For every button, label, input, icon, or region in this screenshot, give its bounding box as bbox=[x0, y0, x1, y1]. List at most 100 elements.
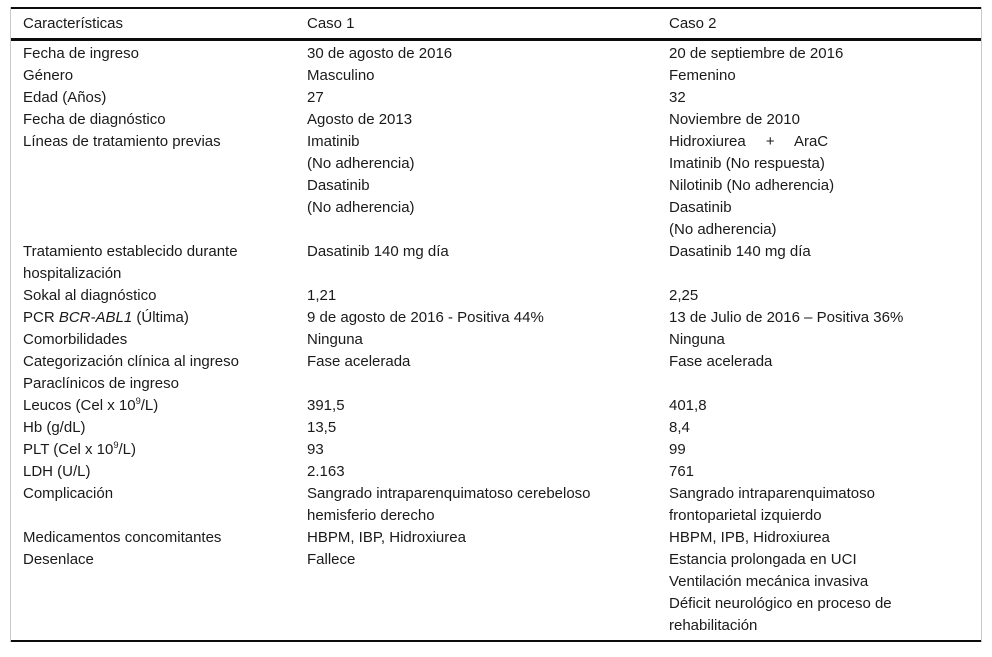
cell-text-line: 32 bbox=[669, 89, 686, 106]
cell-text-line: Dasatinib bbox=[669, 199, 732, 216]
table-bottom-rule bbox=[11, 640, 981, 642]
characteristic-label: Sokal al diagnóstico bbox=[11, 285, 307, 307]
cell-text-line: 761 bbox=[669, 463, 695, 480]
cell-text-line: Imatinib (No respuesta) bbox=[669, 155, 825, 172]
caso1-value: 1,21 bbox=[307, 285, 669, 307]
table-row-sokal-al-diagnostico: Sokal al diagnóstico 1,21 2,25 bbox=[11, 285, 981, 307]
cell-text-line: Complicación bbox=[23, 485, 114, 502]
characteristic-label: Leucos (Cel x 109/L) bbox=[11, 395, 307, 417]
cell-text-line: Sangrado intraparenquimatoso bbox=[669, 485, 875, 502]
cell-text-line: Noviembre de 2010 bbox=[669, 111, 800, 128]
table-row-desenlace: Desenlace Fallece Estancia prolongada en U… bbox=[11, 549, 981, 637]
table-row-paraclinicos-de-ingreso: Paraclínicos de ingreso bbox=[11, 373, 981, 395]
cell-text-line: Dasatinib bbox=[307, 177, 370, 194]
table-row-categorizacion-clinica: Categorización clínica al ingreso Fase ac… bbox=[11, 351, 981, 373]
column-header-caracteristicas: Características bbox=[23, 14, 124, 32]
cell-text-line: PLT (Cel x 109/L) bbox=[23, 440, 137, 458]
characteristic-label: Fecha de ingreso bbox=[11, 43, 307, 65]
cell-text-line: 401,8 bbox=[669, 397, 707, 414]
caso1-value: 9 de agosto de 2016 - Positiva 44% bbox=[307, 307, 669, 329]
cell-text-line: 391,5 bbox=[307, 397, 345, 414]
characteristic-label: Líneas de tratamiento previas bbox=[11, 131, 307, 153]
cell-text-line: Ninguna bbox=[669, 331, 725, 348]
cell-text-line: Imatinib bbox=[307, 133, 360, 150]
cell-text-line: Dasatinib 140 mg día bbox=[307, 243, 449, 260]
cell-text-line: Fecha de ingreso bbox=[23, 45, 139, 62]
cell-text-line: Paraclínicos de ingreso bbox=[23, 375, 179, 392]
table-row-pcr-bcr-abl1: PCR BCR-ABL1 (Última) 9 de agosto de 2016… bbox=[11, 307, 981, 329]
cell-text-line: 93 bbox=[307, 441, 324, 458]
cell-text-line: Hb (g/dL) bbox=[23, 419, 86, 436]
cell-text-line: 20 de septiembre de 2016 bbox=[669, 45, 844, 62]
table-row-plt: PLT (Cel x 109/L) 93 99 bbox=[11, 439, 981, 461]
cell-text-line: 8,4 bbox=[669, 419, 690, 436]
cell-text-line: Fecha de diagnóstico bbox=[23, 111, 166, 128]
cell-text-line: HBPM, IPB, Hidroxiurea bbox=[669, 529, 830, 546]
table-row-ldh: LDH (U/L) 2.163 761 bbox=[11, 461, 981, 483]
cell-text-line: Desenlace bbox=[23, 551, 94, 568]
caso1-value: Ninguna bbox=[307, 329, 669, 351]
characteristic-label: Paraclínicos de ingreso bbox=[11, 373, 307, 395]
caso2-value: Estancia prolongada en UCI Ventilación me… bbox=[669, 549, 980, 637]
cell-text-line: HBPM, IBP, Hidroxiurea bbox=[307, 529, 466, 546]
characteristic-label: PCR BCR-ABL1 (Última) bbox=[11, 307, 307, 329]
table-row-complicacion: Complicación Sangrado intraparenquimatoso… bbox=[11, 483, 981, 527]
cell-text-line: (No adherencia) bbox=[307, 155, 415, 172]
caso1-value: 27 bbox=[307, 87, 669, 109]
cell-text-line: Fallece bbox=[307, 551, 356, 568]
caso1-value: Imatinib (No adherencia) Dasatinib (No adhe… bbox=[307, 131, 669, 219]
characteristic-label: Tratamiento establecido durante hospitali… bbox=[11, 241, 307, 285]
table-row-medicamentos-concomitantes: Medicamentos concomitantes HBPM, IBP, Hid… bbox=[11, 527, 981, 549]
cell-text-line: frontoparietal izquierdo bbox=[669, 507, 822, 524]
characteristic-label: Complicación bbox=[11, 483, 307, 505]
cell-text-line: Masculino bbox=[307, 67, 375, 84]
cell-text-line: Dasatinib 140 mg día bbox=[669, 243, 811, 260]
caso1-value: Fallece bbox=[307, 549, 669, 571]
characteristic-label: PLT (Cel x 109/L) bbox=[11, 439, 307, 461]
cell-text-line: 30 de agosto de 2016 bbox=[307, 45, 453, 62]
cell-text-line: LDH (U/L) bbox=[23, 463, 91, 480]
cell-text-line: (No adherencia) bbox=[669, 221, 777, 238]
caso2-value: Fase acelerada bbox=[669, 351, 980, 373]
table-header-row: Características Caso 1 Caso 2 bbox=[11, 9, 981, 41]
caso2-value: 401,8 bbox=[669, 395, 980, 417]
cell-text-line: 27 bbox=[307, 89, 324, 106]
caso1-value: 13,5 bbox=[307, 417, 669, 439]
characteristic-label: Comorbilidades bbox=[11, 329, 307, 351]
caso1-value: Agosto de 2013 bbox=[307, 109, 669, 131]
cell-text-line: 2.163 bbox=[307, 463, 345, 480]
cell-text-line: Ninguna bbox=[307, 331, 363, 348]
table-row-comorbilidades: Comorbilidades Ninguna Ninguna bbox=[11, 329, 981, 351]
cell-text-line: Déficit neurológico en proceso de bbox=[669, 595, 892, 612]
cell-text-line: Medicamentos concomitantes bbox=[23, 529, 222, 546]
table-top-rule bbox=[11, 7, 981, 9]
caso2-value: 2,25 bbox=[669, 285, 980, 307]
caso1-value: Sangrado intraparenquimatoso cerebeloso h… bbox=[307, 483, 669, 527]
column-header-caso-1: Caso 1 bbox=[307, 14, 355, 32]
caso2-value: HBPM, IPB, Hidroxiurea bbox=[669, 527, 980, 549]
table-row-genero: Género Masculino Femenino bbox=[11, 65, 981, 87]
caso2-value: 761 bbox=[669, 461, 980, 483]
cell-text-line: Fase acelerada bbox=[307, 353, 411, 370]
cell-text-line: 9 de agosto de 2016 - Positiva 44% bbox=[307, 309, 544, 326]
cell-text-line: PCR BCR-ABL1 (Última) bbox=[23, 309, 189, 326]
cell-text-line: Líneas de tratamiento previas bbox=[23, 133, 221, 150]
characteristic-label: Medicamentos concomitantes bbox=[11, 527, 307, 549]
cell-text-line: Categorización clínica al ingreso bbox=[23, 353, 239, 370]
cell-text-line: Femenino bbox=[669, 67, 736, 84]
caso1-value: Dasatinib 140 mg día bbox=[307, 241, 669, 263]
cell-text-line: 13,5 bbox=[307, 419, 337, 436]
characteristic-label: Hb (g/dL) bbox=[11, 417, 307, 439]
cell-text-line: 1,21 bbox=[307, 287, 337, 304]
caso1-value: Masculino bbox=[307, 65, 669, 87]
caso2-value: 20 de septiembre de 2016 bbox=[669, 43, 980, 65]
characteristic-label: Fecha de diagnóstico bbox=[11, 109, 307, 131]
cell-text-line: Sokal al diagnóstico bbox=[23, 287, 157, 304]
cell-text-line: Agosto de 2013 bbox=[307, 111, 413, 128]
caso2-value: 8,4 bbox=[669, 417, 980, 439]
column-header-caso-2: Caso 2 bbox=[669, 14, 717, 32]
caso2-value: 13 de Julio de 2016 – Positiva 36% bbox=[669, 307, 980, 329]
characteristic-label: Edad (Años) bbox=[11, 87, 307, 109]
caso2-value: Femenino bbox=[669, 65, 980, 87]
